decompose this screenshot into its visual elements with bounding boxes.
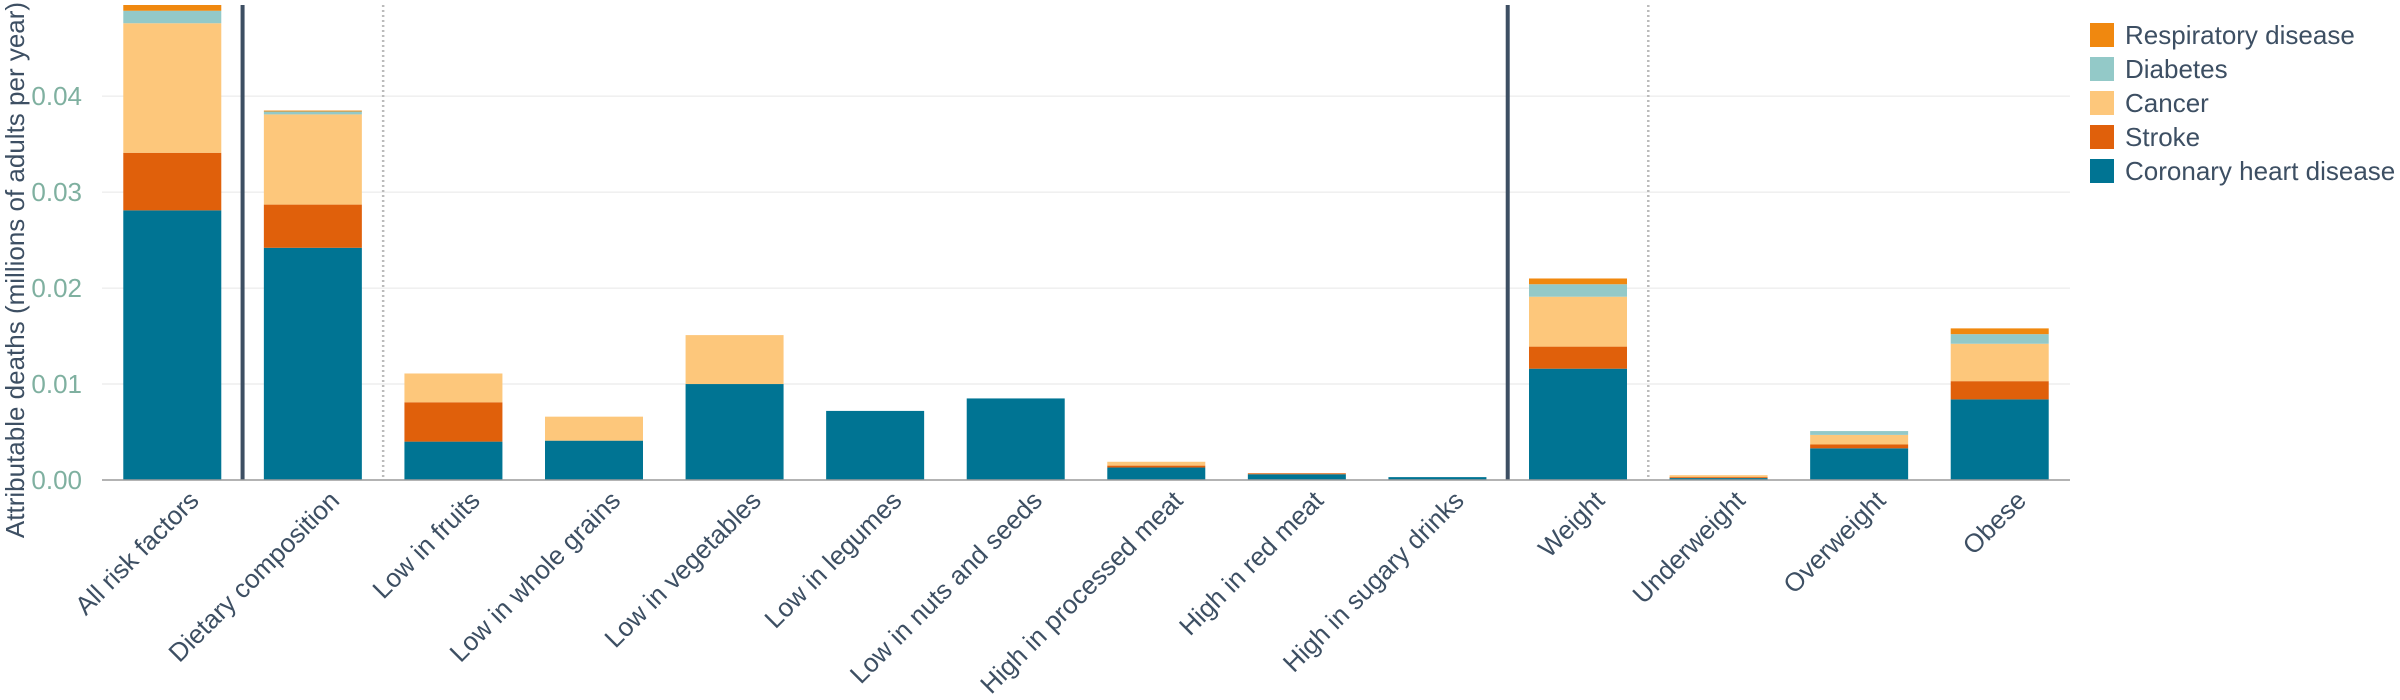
- bar-segment-diabetes: [1950, 334, 2049, 344]
- bar-segment-coronary-heart-disease: [826, 410, 925, 480]
- bar-segment-cancer: [1810, 434, 1909, 445]
- legend-label: Coronary heart disease: [2125, 156, 2395, 186]
- x-tick-label: Low in legumes: [758, 485, 907, 634]
- x-tick-label: Obese: [1957, 485, 2032, 560]
- bar-segment-coronary-heart-disease: [123, 210, 222, 481]
- bar-segment-coronary-heart-disease: [1810, 448, 1909, 480]
- bar-segment-cancer: [1107, 461, 1206, 466]
- bar-segment-diabetes: [1529, 284, 1627, 297]
- x-tick-label: Underweight: [1626, 484, 1751, 609]
- bar-segment-coronary-heart-disease: [966, 398, 1065, 480]
- bar-segment-cancer: [123, 23, 222, 153]
- bar-segment-cancer: [685, 335, 784, 385]
- bar-segment-stroke: [123, 152, 222, 211]
- bar-segment-cancer: [404, 373, 503, 403]
- bar-segment-respiratory-disease: [1529, 278, 1627, 285]
- bar-segment-respiratory-disease: [1950, 328, 2049, 335]
- gridlines: [102, 95, 2070, 385]
- bar-segment-stroke: [404, 402, 503, 442]
- y-tick-label: 0.03: [31, 177, 82, 207]
- y-axis-label: Attributable deaths (millions of adults …: [0, 2, 30, 538]
- y-tick-label: 0.00: [31, 465, 82, 495]
- bar-segment-stroke: [1810, 444, 1909, 449]
- legend-swatch: [2090, 159, 2114, 183]
- bar-segment-coronary-heart-disease: [1669, 478, 1768, 480]
- bar-segment-cancer: [263, 114, 362, 205]
- bar-segment-coronary-heart-disease: [263, 247, 362, 480]
- legend-label: Respiratory disease: [2125, 20, 2355, 50]
- x-tick-label: Weight: [1532, 484, 1611, 563]
- bars: [123, 5, 2049, 481]
- y-tick-label: 0.04: [31, 81, 82, 111]
- bar-segment-cancer: [545, 416, 643, 441]
- bar-segment-respiratory-disease: [263, 110, 362, 112]
- bar-segment-stroke: [1529, 346, 1627, 369]
- legend-label: Diabetes: [2125, 54, 2228, 84]
- bar-segment-stroke: [263, 204, 362, 248]
- x-tick-label: Low in vegetables: [598, 485, 766, 653]
- bar-segment-cancer: [1669, 475, 1768, 478]
- bar-segment-diabetes: [1810, 431, 1909, 435]
- x-tick-label: All risk factors: [69, 485, 205, 621]
- bar-segment-coronary-heart-disease: [1107, 467, 1206, 480]
- legend: Respiratory disease Diabetes Cancer Stroke C…: [2090, 20, 2395, 186]
- legend-swatch: [2090, 57, 2114, 81]
- bar-segment-coronary-heart-disease: [1388, 477, 1487, 480]
- bar-segment-stroke: [1950, 381, 2049, 400]
- x-tick-label: Low in fruits: [366, 485, 485, 604]
- bar-segment-diabetes: [123, 10, 222, 24]
- bar-segment-coronary-heart-disease: [1950, 399, 2049, 480]
- bar-segment-coronary-heart-disease: [1529, 368, 1627, 480]
- y-tick-label: 0.02: [31, 273, 82, 303]
- legend-label: Stroke: [2125, 122, 2200, 152]
- legend-swatch: [2090, 91, 2114, 115]
- bar-segment-coronary-heart-disease: [404, 441, 503, 480]
- bar-segment-diabetes: [263, 111, 362, 115]
- bar-segment-cancer: [1529, 296, 1627, 347]
- bar-segment-respiratory-disease: [123, 5, 222, 11]
- x-tick-label: Overweight: [1777, 484, 1892, 599]
- legend-swatch: [2090, 125, 2114, 149]
- bar-segment-cancer: [1950, 343, 2049, 382]
- group-separators: [240, 5, 1650, 480]
- legend-label: Cancer: [2125, 88, 2209, 118]
- bar-segment-stroke: [1669, 477, 1768, 479]
- x-tick-label: High in red meat: [1173, 484, 1330, 641]
- bar-segment-stroke: [1107, 465, 1206, 468]
- y-tick-label: 0.01: [31, 369, 82, 399]
- bar-segment-coronary-heart-disease: [545, 440, 643, 480]
- bar-segment-stroke: [1247, 473, 1346, 475]
- bar-segment-coronary-heart-disease: [1247, 474, 1346, 480]
- bar-segment-coronary-heart-disease: [685, 384, 784, 480]
- legend-swatch: [2090, 23, 2114, 47]
